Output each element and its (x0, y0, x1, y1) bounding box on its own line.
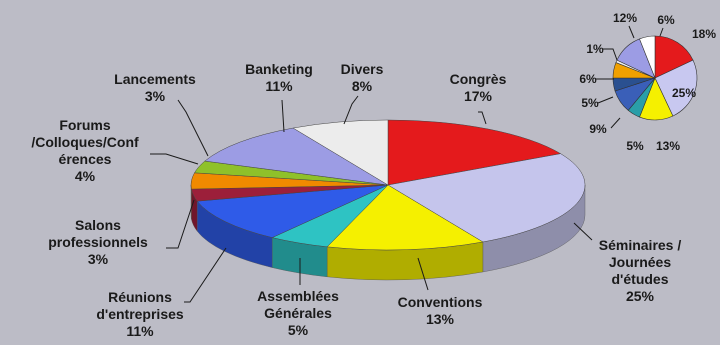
leader-line-1 (573, 222, 593, 241)
inset-label-1: 25% (672, 86, 696, 100)
pie-slice-2 (326, 184, 484, 251)
inset-leader-5 (597, 96, 614, 104)
inset-pie: 18% 25% 13% 5% 9% 5% 6% 1% 12% 6% (579, 11, 716, 153)
inset-slice-0 (654, 35, 694, 79)
pie-label-9: Divers 8% (341, 61, 384, 94)
inset-leader-7 (603, 48, 618, 61)
leader-line-7 (177, 99, 209, 157)
pie-label-0: Congrès 17% (450, 71, 507, 104)
inset-label-2: 13% (656, 139, 680, 153)
inset-label-3: 5% (626, 139, 644, 153)
inset-leader-8 (628, 25, 635, 39)
pie-label-1: Séminaires / Journées d'études 25% (599, 237, 682, 304)
leader-line-5 (166, 199, 195, 249)
pie-label-8: Banketing 11% (245, 61, 313, 94)
inset-slice-9 (639, 35, 656, 79)
inset-label-4: 9% (589, 122, 607, 136)
pie-slice-4 (196, 184, 389, 238)
leader-line-4 (184, 247, 227, 303)
inset-label-9: 6% (657, 13, 675, 27)
pie-label-3: Assemblées Générales 5% (257, 288, 339, 338)
inset-slice-1 (654, 59, 698, 117)
inset-label-8: 12% (613, 11, 637, 25)
inset-label-0: 18% (692, 27, 716, 41)
pie-label-2: Conventions 13% (398, 294, 483, 327)
inset-leader-4 (610, 117, 621, 129)
inset-label-7: 1% (586, 42, 604, 56)
pie-slice-0 (387, 119, 562, 186)
pie-top-faces (190, 119, 586, 251)
leader-line-0 (478, 111, 487, 125)
inset-leader-9 (659, 27, 664, 37)
pie-slice-1 (387, 153, 586, 243)
pie-slice-9 (292, 119, 389, 186)
leader-line-9 (343, 95, 359, 125)
inset-label-6: 6% (579, 72, 597, 86)
leader-line-6 (150, 153, 199, 165)
pie-label-6: Forums/Colloques/Conf érences 4% (31, 117, 139, 184)
pie-label-7: Lancements 3% (114, 71, 196, 104)
pie-slice-8 (204, 127, 389, 186)
inset-label-5: 5% (581, 96, 599, 110)
leader-line-8 (281, 99, 285, 133)
pie-side-walls (190, 184, 586, 281)
leader-line-2 (417, 257, 429, 291)
pie-label-5: Salons professionnels 3% (48, 217, 148, 267)
pie-label-4: Réunions d'entreprises 11% (96, 289, 184, 339)
pie-labels: Congrès 17% Séminaires / Journées d'études 25… (31, 61, 681, 339)
